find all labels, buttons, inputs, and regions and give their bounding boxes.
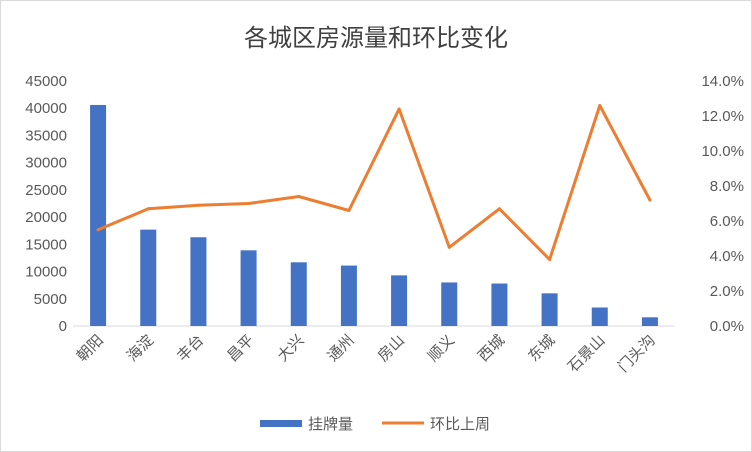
line-point (146, 207, 150, 211)
y-right-tick-label: 0.0% (710, 318, 744, 335)
x-category-label: 东城 (524, 331, 558, 365)
line-point (598, 104, 602, 107)
bar (90, 104, 107, 326)
line-point (447, 245, 451, 249)
legend-label-bar: 挂牌量 (308, 415, 353, 433)
y-axis-left-ticks: 0 5000 10000 15000 20000 25000 30000 35000 40000… (25, 73, 67, 335)
y-left-tick-label: 5000 (34, 291, 67, 308)
line-series (96, 104, 652, 261)
bar (240, 250, 257, 326)
y-right-tick-label: 2.0% (710, 283, 744, 300)
line-point (247, 202, 251, 205)
line-point (548, 258, 552, 261)
x-category-label: 西城 (474, 331, 508, 365)
line-point (347, 209, 351, 212)
y-left-tick-label: 40000 (25, 100, 67, 117)
y-left-tick-label: 15000 (25, 236, 67, 253)
y-left-tick-label: 10000 (25, 264, 67, 281)
y-axis-right-ticks: 0.0% 2.0% 4.0% 6.0% 8.0% 10.0% 12.0% 14.0% (701, 73, 744, 335)
legend-swatch-bar (260, 420, 302, 427)
y-left-tick-label: 30000 (25, 155, 67, 172)
line-point (96, 228, 100, 232)
x-category-label: 石景山 (564, 331, 609, 376)
y-right-tick-label: 14.0% (701, 73, 744, 90)
line-point (648, 198, 652, 202)
y-right-tick-label: 4.0% (710, 248, 744, 265)
chart-title: 各城区房源量和环比变化 (244, 24, 508, 52)
x-category-label: 大兴 (274, 331, 308, 365)
y-left-tick-label: 20000 (25, 209, 67, 226)
x-category-label: 昌平 (223, 331, 257, 365)
line-point (297, 195, 301, 198)
y-left-tick-label: 45000 (25, 73, 67, 90)
y-left-tick-label: 35000 (25, 127, 67, 144)
y-right-tick-label: 6.0% (710, 213, 744, 230)
line-path (96, 104, 652, 261)
bar (541, 293, 558, 326)
bar (140, 229, 157, 326)
y-left-tick-label: 0 (59, 318, 67, 335)
x-category-label: 房山 (374, 331, 408, 365)
bar (340, 265, 357, 326)
x-category-label: 通州 (324, 331, 358, 365)
line-point (196, 203, 200, 207)
y-left-tick-label: 25000 (25, 182, 67, 199)
line-point (497, 207, 501, 211)
bar (441, 282, 458, 326)
bar (290, 262, 307, 326)
bar (491, 283, 508, 326)
x-category-label: 丰台 (173, 331, 207, 365)
bar (391, 275, 408, 326)
x-category-label: 朝阳 (73, 331, 107, 365)
bar (641, 317, 658, 326)
x-category-label: 海淀 (123, 331, 157, 365)
bar (591, 307, 608, 326)
y-right-tick-label: 10.0% (701, 143, 744, 160)
x-category-label: 门头沟 (614, 331, 659, 376)
y-right-tick-label: 12.0% (701, 108, 744, 125)
legend: 挂牌量 环比上周 (260, 415, 490, 433)
legend-label-line: 环比上周 (430, 415, 490, 433)
bar (190, 237, 207, 326)
y-right-tick-label: 8.0% (710, 178, 744, 195)
x-axis-categories: 朝阳 海淀 丰台 昌平 大兴 通州 房山 顺义 西城 东城 石景山 门头沟 (73, 331, 659, 376)
x-category-label: 顺义 (424, 331, 458, 365)
bar-series (90, 104, 658, 326)
line-point (397, 107, 401, 111)
